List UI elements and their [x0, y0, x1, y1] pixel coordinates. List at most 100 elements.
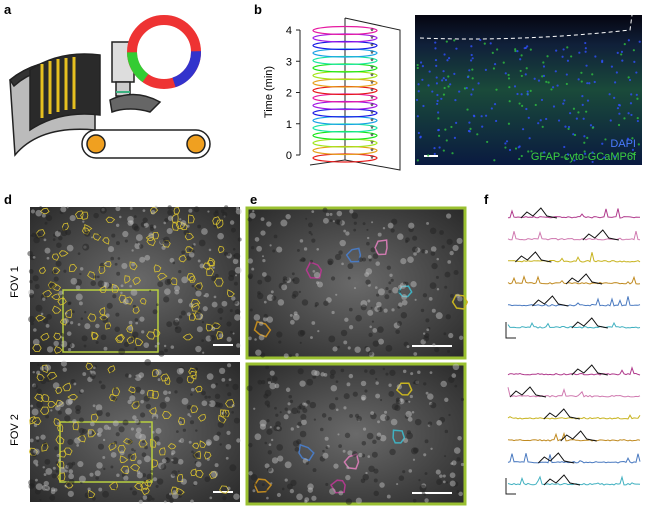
cell-texture [306, 400, 311, 405]
cell-texture [345, 231, 350, 236]
cell-texture [430, 402, 437, 409]
roi-outline [105, 216, 116, 224]
cell-texture [336, 210, 343, 217]
nucleus [507, 73, 510, 77]
cell-texture [129, 284, 132, 288]
cell-texture [365, 471, 368, 475]
roi-outline [194, 282, 203, 290]
nucleus [443, 53, 446, 56]
zoom-image [245, 362, 467, 506]
cell-texture [115, 432, 120, 437]
cell-texture [84, 323, 91, 330]
cell-texture [297, 421, 302, 427]
cell-texture [204, 292, 209, 298]
cell-texture [413, 352, 418, 356]
cell-texture [190, 499, 194, 504]
roi-outline [197, 413, 207, 422]
cell-texture [410, 372, 414, 376]
cell-texture [449, 250, 454, 256]
cell-texture [248, 275, 252, 280]
panel-letter: f [484, 192, 489, 207]
nucleus [526, 45, 529, 48]
nucleus [583, 141, 586, 144]
cell-texture [426, 328, 430, 332]
nucleus [594, 55, 597, 58]
cell-texture [287, 402, 291, 406]
cell-texture [217, 421, 224, 428]
roi-outline [186, 375, 195, 384]
cell-texture [397, 233, 404, 240]
cell-texture [186, 404, 192, 410]
cell-texture [141, 330, 145, 334]
cell-texture [328, 335, 336, 343]
cell-texture [148, 232, 154, 239]
cell-texture [111, 233, 116, 238]
cell-texture [132, 392, 135, 396]
cell-texture [402, 369, 407, 374]
cell-texture [400, 258, 407, 265]
cell-texture [138, 499, 143, 504]
cell-texture [57, 229, 61, 233]
cell-texture [192, 452, 199, 459]
nucleus [586, 99, 590, 102]
nucleus [484, 114, 488, 117]
cell-texture [188, 251, 195, 258]
cell-texture [32, 338, 40, 346]
cell-texture [201, 339, 205, 342]
roi-outline [52, 305, 62, 314]
cell-texture [278, 340, 282, 344]
cell-texture [199, 263, 205, 269]
roi-outline [80, 211, 89, 220]
cell-texture [367, 455, 371, 458]
cell-texture [164, 348, 168, 353]
cell-texture [42, 318, 49, 324]
cell-texture [103, 282, 110, 288]
nucleus [581, 103, 584, 106]
cell-texture [294, 447, 300, 452]
cell-texture [44, 458, 51, 465]
nucleus [520, 74, 523, 78]
nucleus [514, 49, 517, 53]
cell-texture [346, 466, 350, 470]
roi-outline [119, 455, 129, 464]
nucleus [514, 147, 518, 150]
nucleus [477, 82, 480, 85]
cell-texture [345, 474, 351, 481]
cell-texture [337, 345, 340, 349]
nucleus [468, 121, 471, 124]
cell-texture [406, 345, 410, 349]
nucleus [519, 69, 522, 73]
event-trace [509, 386, 547, 398]
cell-texture [89, 370, 92, 373]
nucleus [629, 102, 633, 105]
cell-texture [248, 471, 253, 476]
cell-texture [347, 346, 351, 350]
cell-texture [431, 308, 436, 313]
nucleus [626, 137, 630, 140]
cell-texture [398, 475, 405, 481]
cell-texture [125, 469, 130, 474]
cell-texture [106, 302, 113, 309]
nucleus [471, 68, 474, 71]
cell-texture [364, 272, 370, 278]
cell-texture [407, 416, 413, 422]
cell-texture [73, 382, 77, 386]
cell-texture [150, 470, 154, 473]
cell-texture [155, 427, 162, 434]
cell-texture [51, 269, 57, 275]
roi-outline [40, 332, 50, 341]
cell-texture [100, 334, 107, 341]
cell-texture [362, 257, 367, 262]
roi-outline [84, 223, 93, 232]
nucleus [586, 136, 589, 140]
cell-texture [285, 387, 291, 393]
cell-texture [149, 425, 152, 428]
cell-texture [375, 393, 381, 399]
nucleus [636, 97, 639, 100]
cell-texture [261, 255, 264, 258]
cell-texture [84, 492, 91, 499]
nucleus [609, 119, 612, 122]
nucleus [585, 110, 588, 113]
cell-texture [40, 312, 44, 316]
cell-texture [36, 439, 40, 443]
